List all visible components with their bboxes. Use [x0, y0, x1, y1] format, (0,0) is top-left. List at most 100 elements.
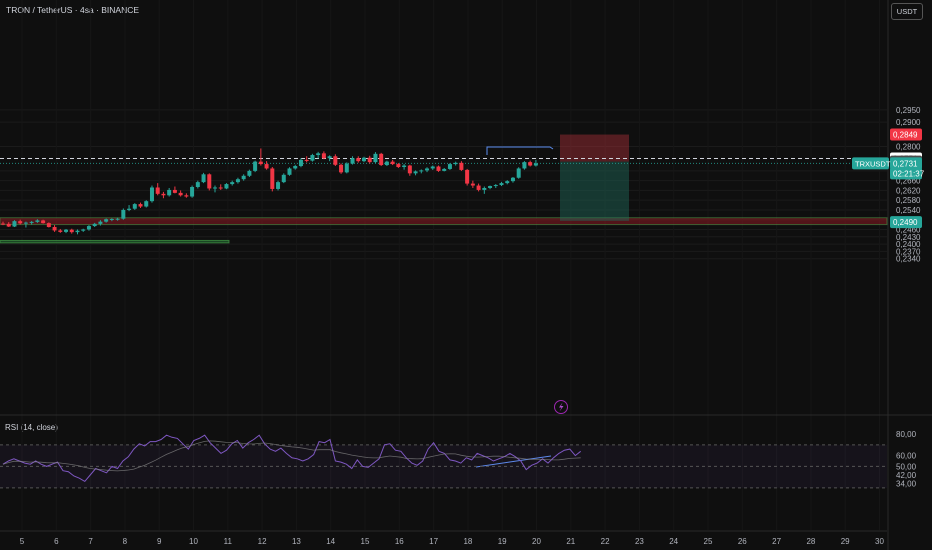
time-tick: 21	[566, 537, 575, 546]
candle-body	[190, 187, 195, 197]
take-profit-area[interactable]	[560, 161, 629, 221]
price-levels	[0, 157, 887, 164]
candle-body	[23, 222, 28, 224]
candle-body	[218, 187, 223, 189]
candle-body	[35, 220, 40, 222]
candle-body	[195, 182, 200, 188]
candle-body	[149, 187, 154, 202]
stop-loss-area[interactable]	[560, 134, 629, 162]
candle-body	[321, 153, 326, 159]
candle-body	[419, 170, 424, 172]
time-tick: 8	[123, 537, 128, 546]
candle-body	[442, 168, 447, 171]
price-tick: 0,2370	[896, 247, 921, 256]
candle-body	[207, 174, 212, 189]
price-tick: 0,2540	[896, 206, 921, 215]
candle-body	[224, 184, 229, 189]
support-zone	[0, 239, 230, 244]
time-tick: 28	[806, 537, 815, 546]
time-tick: 23	[635, 537, 644, 546]
time-tick: 13	[292, 537, 301, 546]
candle-body	[436, 166, 441, 171]
lightning-icon[interactable]	[554, 400, 568, 414]
candle-body	[92, 223, 97, 227]
price-label: 0,2849	[893, 131, 918, 140]
price-tick: 0,2950	[896, 106, 921, 115]
candle-body	[1, 223, 5, 225]
candle-body	[86, 226, 91, 230]
time-tick: 6	[54, 537, 59, 546]
candle-body	[470, 183, 475, 186]
time-axis[interactable]: 5 6 7 8 9 10 11 12 13 14 15 16 17 18 19 20 21 22 23 24 25 26 2…	[0, 530, 887, 546]
short-position-tool[interactable]	[560, 134, 629, 221]
time-tick: 19	[498, 537, 507, 546]
price-tick: 0,2580	[896, 196, 921, 205]
candle-body	[453, 162, 458, 165]
candle-body	[109, 218, 114, 220]
candle-body	[310, 155, 315, 161]
candle-body	[339, 164, 344, 173]
candle-body	[241, 175, 246, 180]
time-tick: 30	[875, 537, 884, 546]
price-label-bg	[890, 216, 922, 229]
time-tick: 10	[189, 537, 198, 546]
candle-body	[184, 195, 189, 197]
candle-body	[510, 177, 515, 182]
price-label-bg	[890, 157, 922, 170]
candle-body	[138, 204, 143, 207]
candle-body	[161, 193, 166, 196]
candle-body	[482, 187, 487, 190]
time-tick: 5	[20, 537, 25, 546]
candle-body	[144, 201, 149, 207]
rsi-tick: 80,00	[896, 430, 917, 439]
rsi-tick: 50,00	[896, 462, 917, 471]
candle-body	[247, 170, 252, 176]
candle-body	[425, 168, 430, 171]
time-tick: 26	[738, 537, 747, 546]
candle-body	[264, 164, 269, 169]
candle-body	[367, 157, 372, 163]
candle-body	[413, 171, 418, 174]
price-axis[interactable]: 0,29500,29000,28000,27000,26600,26200,25…	[852, 0, 925, 550]
trend-lines[interactable]	[475, 146, 554, 468]
candle-body	[41, 220, 46, 224]
candle-body	[396, 164, 401, 167]
candle-body	[304, 159, 309, 161]
candle-body	[235, 179, 240, 183]
symbol-tag-bg	[852, 157, 889, 170]
price-label-bg	[890, 128, 922, 141]
candle-body	[230, 182, 235, 185]
time-tick: 7	[88, 537, 93, 546]
candle-body	[29, 221, 34, 223]
time-tick: 17	[429, 537, 438, 546]
candle-body	[379, 153, 384, 166]
candle-body	[516, 168, 521, 178]
price-zones	[0, 217, 888, 244]
candle-body	[276, 182, 281, 189]
candle-body	[75, 230, 80, 233]
price-trendline[interactable]	[486, 146, 554, 155]
rsi-trendline[interactable]	[475, 455, 552, 468]
candle-body	[115, 218, 120, 220]
currency-unit-button[interactable]: USDT	[891, 3, 923, 20]
candle-body	[447, 164, 452, 169]
rsi-line	[2, 434, 582, 483]
candle-body	[167, 189, 172, 196]
time-tick: 16	[395, 537, 404, 546]
candle-body	[281, 174, 286, 183]
time-tick: 27	[772, 537, 781, 546]
candle-body	[390, 161, 395, 165]
price-tick: 0,2900	[896, 118, 921, 127]
rsi-tick: 60,00	[896, 452, 917, 461]
time-tick: 11	[224, 537, 233, 546]
symbol-tag[interactable]: TRXUSDT	[855, 159, 891, 168]
rsi-indicator-label[interactable]: RSI (14, close)	[5, 423, 58, 432]
rsi-ma-line	[2, 440, 581, 472]
candle-body	[476, 185, 481, 190]
time-tick: 29	[841, 537, 850, 546]
candle-body	[298, 159, 303, 167]
candle-body	[98, 221, 103, 224]
candle-body	[127, 208, 132, 210]
candle-body	[407, 165, 412, 174]
